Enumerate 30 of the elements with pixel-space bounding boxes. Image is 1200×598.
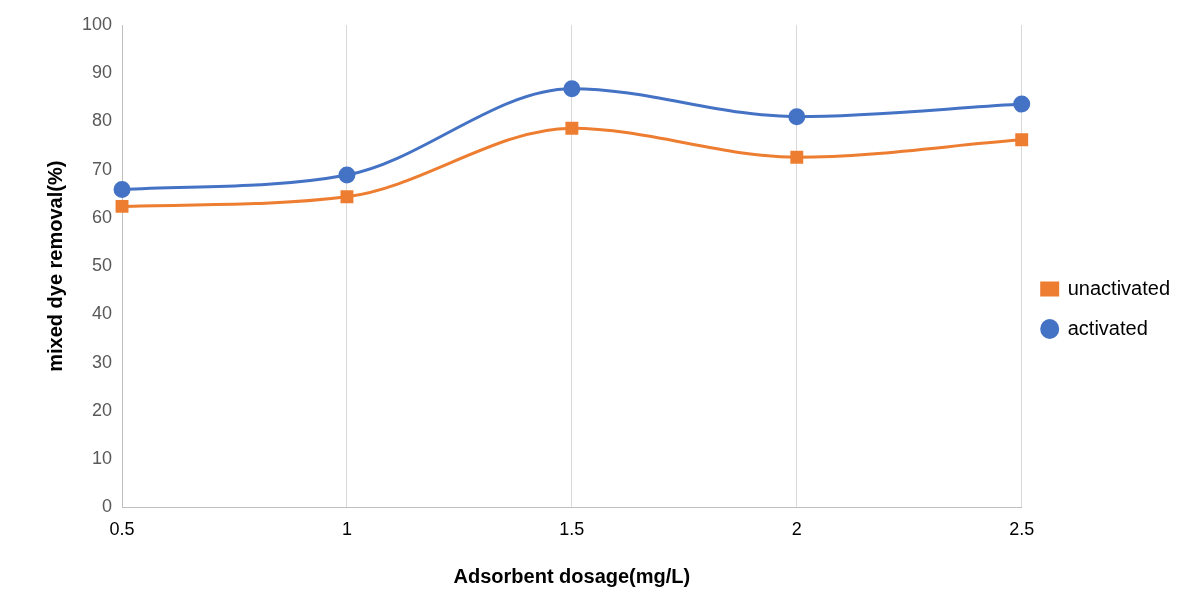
- y-tick-label: 80: [92, 110, 113, 131]
- point: [338, 166, 356, 184]
- y-tick-label: 0: [102, 496, 113, 517]
- point: [1013, 95, 1031, 113]
- y-axis-title: mixed dye removal(%): [43, 160, 66, 372]
- point: [340, 190, 354, 204]
- x-axis-title: Adsorbent dosage(mg/L): [453, 564, 691, 587]
- point: [788, 108, 806, 126]
- y-tick-label: 30: [92, 351, 113, 372]
- y-tick-label: 60: [92, 206, 113, 227]
- y-tick-label: 100: [81, 13, 113, 34]
- point: [565, 121, 579, 135]
- y-tick-label: 20: [92, 399, 113, 420]
- point: [113, 181, 131, 198]
- x-tick-label: 0.5: [109, 519, 135, 540]
- y-tick-label: 50: [92, 255, 113, 276]
- x-tick-label: 1.5: [559, 519, 585, 540]
- y-tick-label: 40: [92, 303, 113, 324]
- x-tick-label: 2: [791, 519, 802, 540]
- y-tick-label: 90: [92, 62, 113, 83]
- y-tick-label: 70: [92, 158, 113, 179]
- point: [563, 80, 581, 98]
- y-tick-label: 10: [92, 448, 113, 469]
- point: [1015, 133, 1029, 147]
- x-tick-label: 2.5: [1009, 519, 1035, 540]
- legend-label: activated: [1067, 316, 1148, 339]
- point: [115, 199, 129, 213]
- x-tick-label: 1: [341, 519, 352, 540]
- point: [790, 150, 804, 164]
- legend-label: unactivated: [1067, 276, 1170, 299]
